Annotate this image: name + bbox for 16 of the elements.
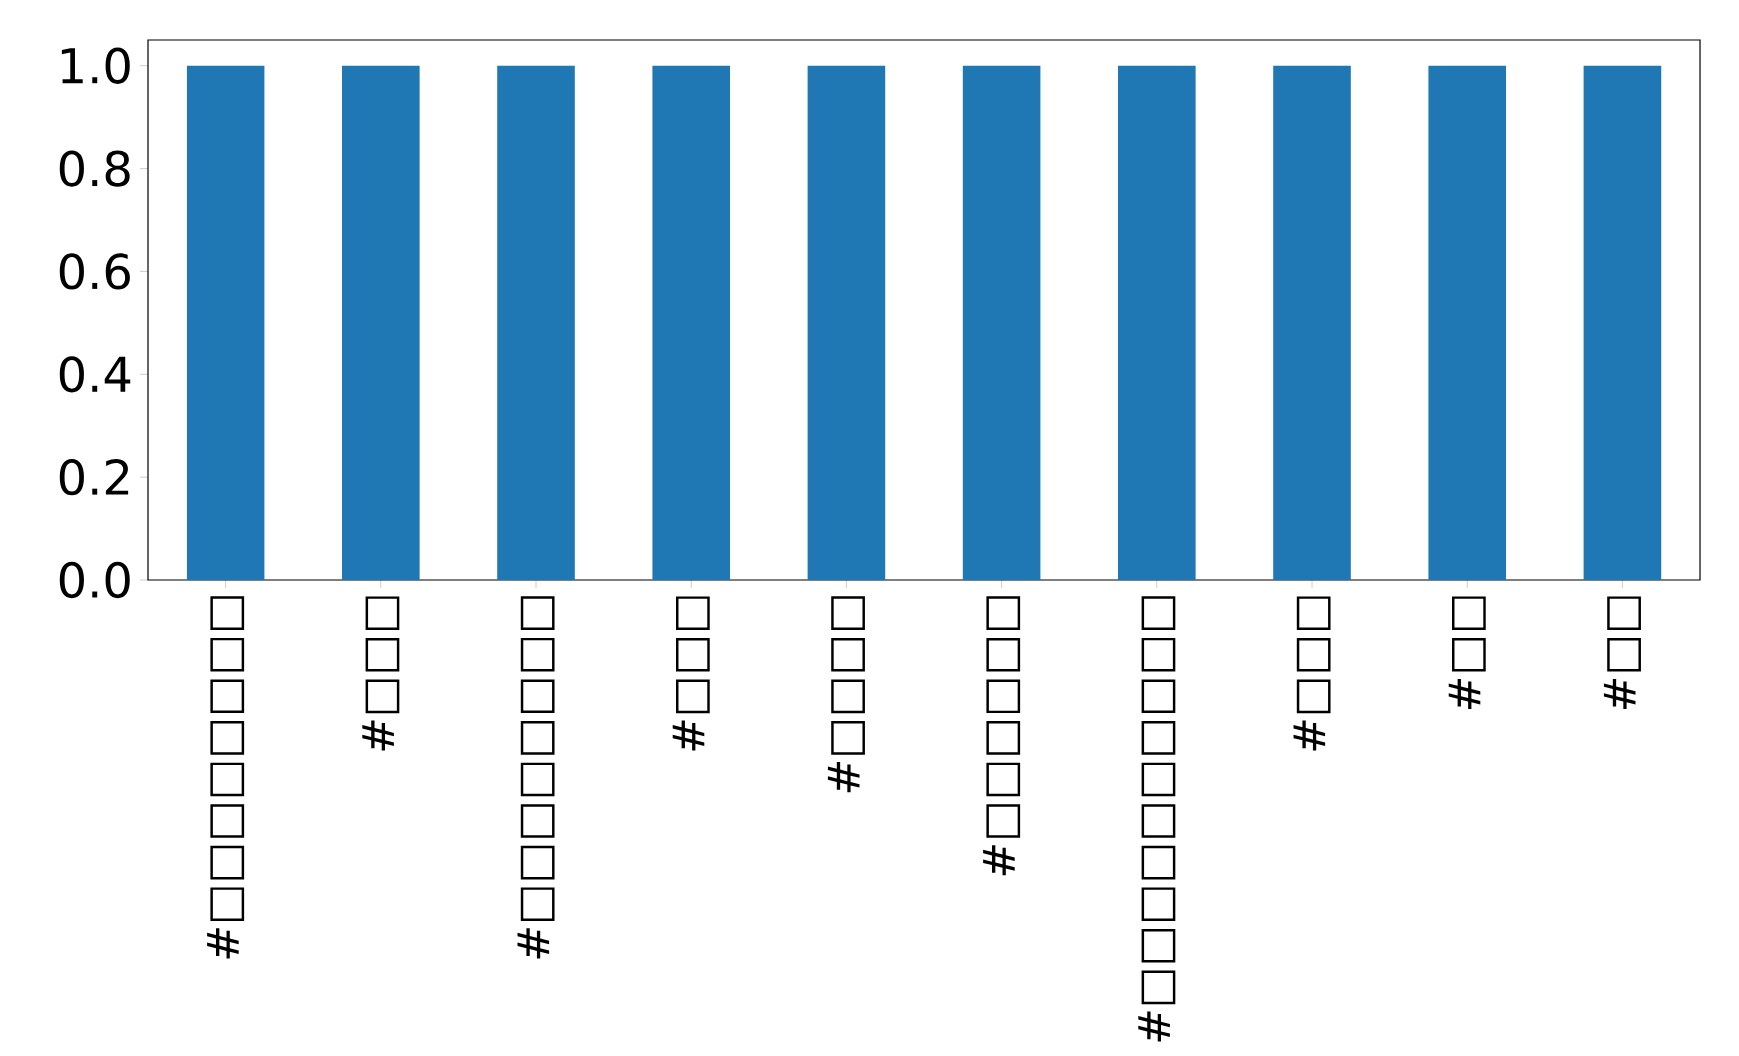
x-tick-label: #□□□□ [827, 596, 865, 793]
y-tick-label: 0.6 [59, 253, 130, 290]
y-tick-label: 1.0 [61, 47, 130, 84]
x-tick-label: #□□□ [362, 596, 400, 751]
y-tick-label: 0.8 [59, 150, 130, 187]
y-tick-label: 0.2 [59, 458, 129, 496]
x-tick-label: #□□□□□□ [983, 596, 1021, 876]
x-tick-label: #□□ [1603, 596, 1641, 710]
y-tick-label: 0.0 [59, 561, 130, 599]
x-tick-label: #□□□ [672, 596, 710, 751]
x-tick-label: #□□□□□□□□ [207, 596, 245, 959]
x-tick-label: #□□□□□□□□ [517, 596, 555, 959]
x-tick-label: #□□□ [1293, 596, 1331, 751]
y-tick-label: 0.4 [59, 356, 131, 393]
x-tick-label: #□□□□□□□□□□ [1138, 596, 1176, 1042]
x-tick-label: #□□ [1448, 596, 1486, 710]
